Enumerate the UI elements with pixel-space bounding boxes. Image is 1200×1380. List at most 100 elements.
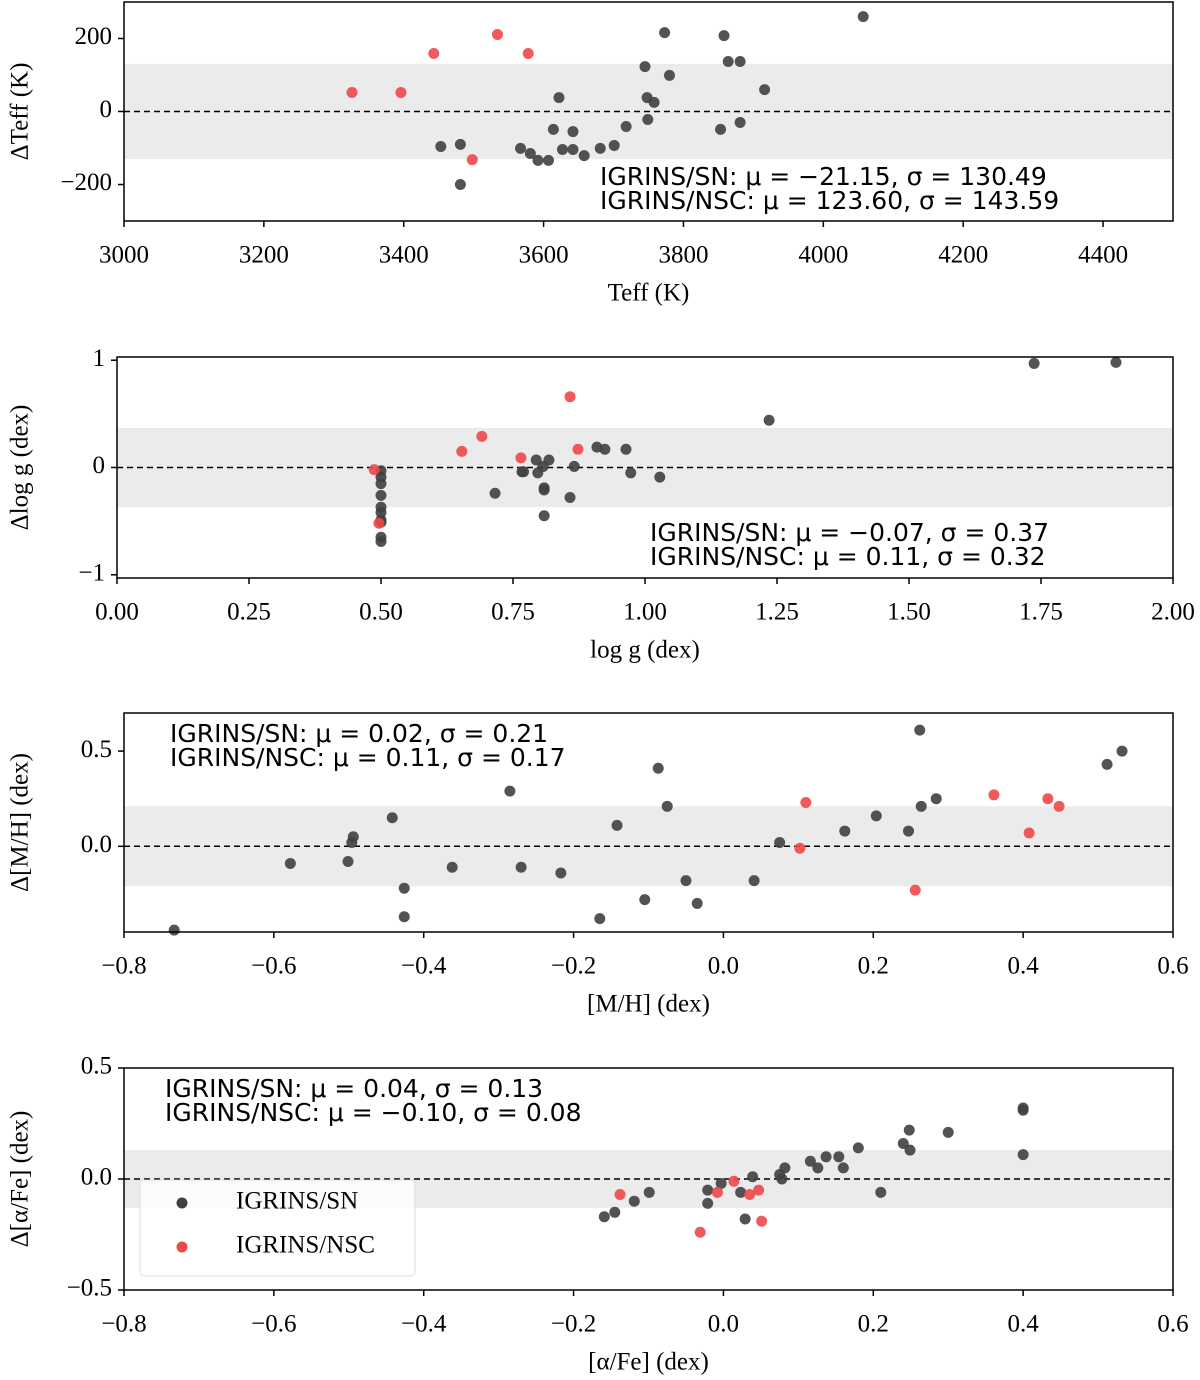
point: [476, 430, 488, 442]
x-tick-label: 0.6: [1157, 953, 1188, 980]
point: [652, 762, 664, 774]
point: [702, 1197, 714, 1209]
point: [284, 857, 296, 869]
point: [572, 443, 584, 455]
annotation: IGRINS/SN: μ = −21.15, σ = 130.49: [600, 162, 1047, 191]
point: [553, 92, 565, 104]
point: [609, 1206, 621, 1218]
point: [491, 28, 503, 40]
x-tick-label: 3400: [379, 242, 429, 269]
annotation: IGRINS/NSC: μ = −0.10, σ = 0.08: [165, 1098, 581, 1127]
x-tick-label: 3800: [658, 242, 708, 269]
point: [542, 154, 554, 166]
x-tick-label: −0.6: [251, 1311, 296, 1338]
axes-frame: [123, 712, 1174, 933]
point: [988, 789, 1000, 801]
point: [776, 1173, 788, 1185]
point: [515, 861, 527, 873]
point: [756, 1215, 768, 1227]
sigma-band: [117, 427, 1173, 508]
point: [812, 1162, 824, 1174]
point: [779, 1162, 791, 1174]
point: [747, 1171, 759, 1183]
point: [691, 897, 703, 909]
x-tick-label: −0.6: [251, 953, 296, 980]
point: [567, 143, 579, 155]
point: [346, 87, 358, 99]
y-tick-label: 0.5: [81, 1053, 112, 1080]
point: [800, 797, 812, 809]
point: [515, 452, 527, 464]
point: [663, 69, 675, 81]
x-tick-label: −0.8: [101, 953, 146, 980]
point: [598, 1211, 610, 1223]
point: [903, 1124, 915, 1136]
x-tick-label: −0.4: [401, 953, 447, 980]
point: [375, 489, 387, 501]
point: [930, 793, 942, 805]
x-tick-label: 1.25: [755, 599, 799, 626]
point: [342, 856, 354, 868]
point: [524, 147, 536, 159]
point: [897, 1137, 909, 1149]
point: [1017, 1104, 1029, 1116]
legend-box: [139, 1179, 416, 1277]
panel: −0.8 −0.6 −0.4 −0.2 0.0 0.2 0.4 0.6 −0.5 0.0 0.5 [α…: [7, 1053, 1189, 1376]
point: [654, 471, 666, 483]
y-axis-label: Δlog g (dex): [7, 405, 34, 531]
point: [614, 1189, 626, 1201]
x-tick-label: 1.50: [887, 599, 931, 626]
x-axis-label: log g (dex): [590, 637, 700, 664]
point: [375, 478, 387, 490]
point: [594, 142, 606, 154]
annotation: IGRINS/SN: μ = −0.07, σ = 0.37: [650, 518, 1049, 547]
point: [735, 1186, 747, 1198]
x-tick-label: −0.2: [551, 1311, 596, 1338]
point: [852, 1142, 864, 1154]
x-tick-label: 0.25: [227, 599, 271, 626]
point: [538, 484, 550, 496]
point: [837, 1162, 849, 1174]
annotation: IGRINS/SN: μ = 0.04, σ = 0.13: [165, 1074, 543, 1103]
point: [820, 1151, 832, 1163]
point: [375, 536, 387, 548]
point: [711, 1186, 723, 1198]
point: [456, 445, 468, 457]
point: [556, 143, 568, 155]
y-tick-label: −1: [78, 560, 105, 587]
point: [915, 800, 927, 812]
x-axis-label: [α/Fe] (dex): [588, 1349, 709, 1376]
point: [543, 454, 555, 466]
annotation: IGRINS/NSC: μ = 123.60, σ = 143.59: [600, 186, 1059, 215]
point: [625, 467, 637, 479]
point: [466, 154, 478, 166]
point: [748, 875, 760, 887]
y-tick-label: 1: [93, 345, 106, 372]
point: [454, 179, 466, 190]
point: [702, 1184, 714, 1196]
point: [564, 391, 576, 403]
point: [857, 11, 869, 23]
point: [347, 831, 359, 843]
point: [1101, 758, 1113, 770]
point: [398, 911, 410, 923]
annotation: IGRINS/NSC: μ = 0.11, σ = 0.17: [170, 743, 566, 772]
point: [454, 138, 466, 150]
point: [599, 443, 611, 455]
point: [680, 875, 692, 887]
point: [620, 443, 632, 455]
point: [715, 1177, 727, 1189]
x-tick-label: 1.75: [1019, 599, 1063, 626]
point: [722, 55, 734, 67]
y-tick-label: 200: [75, 23, 113, 50]
point: [870, 810, 882, 822]
point: [368, 464, 380, 476]
point: [753, 1184, 765, 1196]
x-tick-label: 0.2: [858, 1311, 889, 1338]
point: [532, 154, 544, 166]
point: [914, 724, 926, 736]
point: [620, 120, 632, 132]
y-tick-label: 0.0: [81, 1164, 112, 1191]
point: [875, 1186, 887, 1198]
x-tick-label: 0.75: [491, 599, 535, 626]
